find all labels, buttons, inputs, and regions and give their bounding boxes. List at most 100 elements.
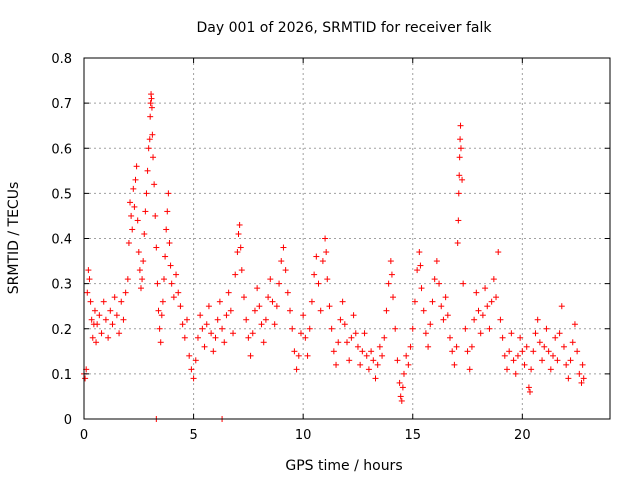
data-point <box>132 176 139 183</box>
data-point <box>398 397 405 404</box>
y-tick-label: 0.8 <box>51 52 72 67</box>
data-point <box>350 312 357 319</box>
data-point <box>473 289 480 296</box>
y-tick-label: 0.4 <box>51 233 72 248</box>
data-point <box>105 334 112 341</box>
data-point <box>163 226 170 233</box>
data-point <box>385 280 392 287</box>
data-point <box>201 343 208 350</box>
data-point <box>456 172 463 179</box>
data-point <box>339 298 346 305</box>
data-point <box>554 357 561 364</box>
data-point <box>136 267 143 274</box>
data-point <box>124 276 131 283</box>
data-point <box>134 217 141 224</box>
data-point <box>212 334 219 341</box>
data-point <box>113 312 120 319</box>
data-point <box>251 307 258 314</box>
data-point <box>168 280 175 287</box>
data-point <box>324 276 331 283</box>
data-point <box>579 361 586 368</box>
data-point <box>396 379 403 386</box>
data-point <box>276 280 283 287</box>
data-point <box>216 298 223 305</box>
chart-title: Day 001 of 2026, SRMTID for receiver fal… <box>197 20 493 36</box>
data-point <box>235 230 242 237</box>
data-point <box>539 357 546 364</box>
x-tick-label: 0 <box>80 428 88 443</box>
data-point <box>122 289 129 296</box>
data-point <box>230 330 237 337</box>
data-point <box>146 136 153 143</box>
data-point <box>497 316 504 323</box>
data-point <box>199 325 206 332</box>
y-tick-label: 0.6 <box>51 142 72 157</box>
data-point <box>556 330 563 337</box>
plot-frame <box>83 57 611 420</box>
data-point <box>210 348 217 355</box>
y-tick-label: 0.2 <box>51 323 72 338</box>
data-point <box>576 370 583 377</box>
data-point <box>262 316 269 323</box>
data-point <box>142 208 149 215</box>
data-point <box>521 361 528 368</box>
data-point <box>381 334 388 341</box>
data-point <box>203 321 210 328</box>
data-point <box>293 366 300 373</box>
data-point <box>311 271 318 278</box>
data-point <box>258 321 265 328</box>
x-tick-label: 20 <box>514 428 531 443</box>
data-point <box>100 298 107 305</box>
data-point <box>552 334 559 341</box>
data-point <box>477 330 484 337</box>
data-point <box>148 95 155 102</box>
data-point <box>416 249 423 256</box>
data-point <box>167 262 174 269</box>
data-point <box>225 289 232 296</box>
data-point <box>102 316 109 323</box>
data-point <box>528 366 535 373</box>
data-point <box>493 294 500 301</box>
data-point <box>304 352 311 359</box>
data-point <box>278 258 285 265</box>
data-point <box>348 334 355 341</box>
y-tick-label: 0 <box>64 413 72 428</box>
data-point <box>140 258 147 265</box>
data-point <box>501 352 508 359</box>
data-point <box>323 249 330 256</box>
data-point <box>471 316 478 323</box>
data-point <box>571 321 578 328</box>
data-point <box>164 208 171 215</box>
data-point <box>569 339 576 346</box>
data-point <box>179 321 186 328</box>
data-point <box>563 361 570 368</box>
data-point <box>154 280 161 287</box>
data-point <box>159 298 166 305</box>
data-point <box>130 185 137 192</box>
data-point <box>205 303 212 310</box>
data-point <box>479 312 486 319</box>
data-point <box>129 226 136 233</box>
y-tick-label: 0.1 <box>51 368 72 383</box>
data-point <box>534 316 541 323</box>
data-point <box>457 122 464 129</box>
data-point <box>460 280 467 287</box>
data-point <box>148 104 155 111</box>
data-point <box>394 357 401 364</box>
data-point <box>143 190 150 197</box>
data-point <box>260 339 267 346</box>
data-point <box>166 240 173 247</box>
data-point <box>173 271 180 278</box>
data-point <box>512 370 519 377</box>
data-point <box>523 343 530 350</box>
data-point <box>107 307 114 314</box>
data-point <box>156 325 163 332</box>
data-point <box>530 348 537 355</box>
data-point <box>165 190 172 197</box>
data-point <box>464 348 471 355</box>
data-point <box>267 276 274 283</box>
data-point <box>429 298 436 305</box>
data-point <box>475 307 482 314</box>
data-point <box>152 212 159 219</box>
